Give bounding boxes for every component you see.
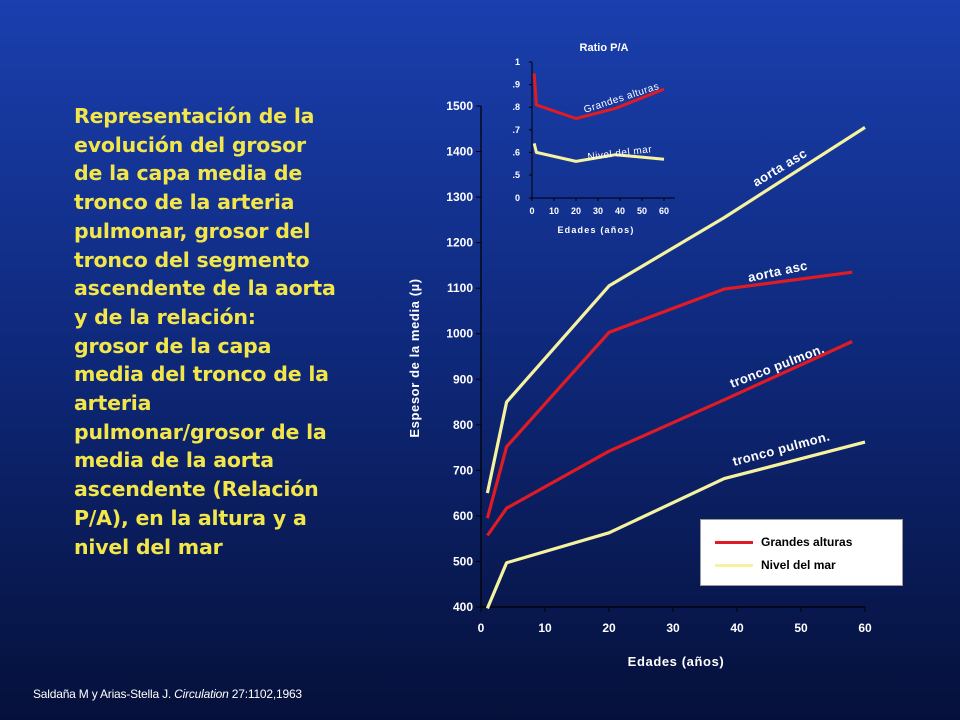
legend-swatch-red	[715, 540, 753, 544]
legend-label-grandes-alturas: Grandes alturas	[761, 535, 853, 549]
y-tick-label: 900	[453, 372, 473, 386]
inset-x-tick-label: 20	[571, 206, 581, 216]
inset-x-tick-label: 50	[637, 206, 647, 216]
inset-series-label-1: Nivel del mar	[587, 144, 653, 163]
y-tick-label: 1000	[446, 327, 473, 341]
y-tick-label: 1500	[446, 99, 473, 113]
y-tick-label: 1200	[446, 236, 473, 250]
citation-journal: Circulation	[174, 687, 229, 701]
legend-item-grandes-alturas: Grandes alturas	[715, 532, 852, 552]
inset-y-tick-label: .7	[512, 125, 520, 135]
slide-description: Representación de la evolución del groso…	[74, 104, 336, 559]
y-tick-label: 700	[453, 463, 473, 477]
series-line-2	[486, 340, 853, 537]
inset-x-tick-label: 40	[615, 206, 625, 216]
inset-x-tick-label: 0	[529, 206, 534, 216]
citation: Saldaña M y Arias-Stella J. Circulation …	[33, 687, 302, 701]
series-line-0	[485, 126, 866, 494]
legend-label-nivel-del-mar: Nivel del mar	[761, 558, 836, 572]
series-label-2: tronco pulmon.	[728, 341, 827, 391]
inset-x-axis-title: Edades (años)	[557, 225, 634, 235]
legend: Grandes alturas Nivel del mar	[700, 519, 903, 586]
series-line-1	[485, 270, 853, 519]
x-tick-label: 30	[666, 621, 680, 635]
inset-y-tick-label: 1	[515, 57, 520, 67]
y-tick-label: 400	[453, 600, 473, 614]
inset-y-tick-label: .5	[512, 170, 520, 180]
inset-series-label-0: Grandes alturas	[583, 81, 661, 116]
x-tick-label: 0	[478, 621, 485, 635]
x-tick-label: 40	[730, 621, 744, 635]
x-axis-title: Edades (años)	[628, 654, 725, 669]
x-tick-label: 50	[794, 621, 808, 635]
y-tick-label: 1400	[446, 145, 473, 159]
y-tick-label: 1100	[447, 281, 473, 295]
y-tick-label: 1300	[446, 190, 473, 204]
legend-item-nivel-del-mar: Nivel del mar	[715, 555, 836, 575]
citation-ref: 27:1102,1963	[231, 687, 302, 701]
inset-series-line-0	[532, 73, 665, 120]
inset-y-tick-label: .9	[512, 80, 520, 90]
inset-title: Ratio P/A	[580, 42, 629, 54]
inset-y-tick-label: 0	[515, 193, 520, 203]
inset-x-tick-label: 60	[659, 206, 669, 216]
inset-x-tick-label: 10	[549, 206, 559, 216]
y-axis-title: Espesor de la media (µ)	[407, 278, 422, 437]
y-tick-label: 500	[453, 554, 473, 568]
x-tick-label: 60	[858, 621, 872, 635]
series-line-3	[485, 440, 866, 610]
inset-x-tick-label: 30	[593, 206, 603, 216]
y-tick-label: 600	[453, 509, 473, 523]
x-tick-label: 20	[602, 621, 616, 635]
inset-y-tick-label: .8	[512, 102, 520, 112]
citation-authors: Saldaña M y Arias-Stella J.	[33, 687, 171, 701]
x-tick-label: 10	[538, 621, 552, 635]
inset-y-tick-label: .6	[512, 147, 520, 157]
inset-series-line-1	[532, 143, 665, 163]
legend-swatch-yellow	[715, 563, 753, 567]
y-tick-label: 800	[453, 418, 473, 432]
ratio-inset-plot: Ratio P/A0.5.6.7.8.910 10 20 30 40 50 60Edades…	[512, 42, 675, 235]
